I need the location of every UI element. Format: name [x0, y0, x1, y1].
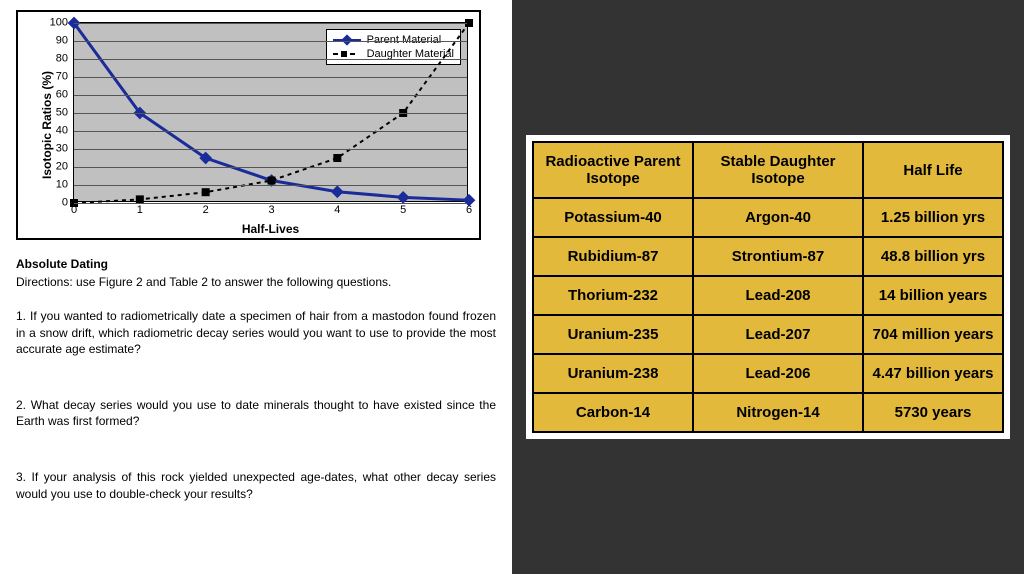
decay-chart: Isotopic Ratios (%) Half-Lives Parent Ma…	[16, 10, 481, 240]
table-cell: Nitrogen-14	[693, 393, 863, 432]
table-cell: Uranium-238	[533, 354, 693, 393]
table-row: Carbon-14Nitrogen-145730 years	[533, 393, 1003, 432]
chart-svg	[74, 23, 467, 201]
table-row: Thorium-232Lead-20814 billion years	[533, 276, 1003, 315]
table-cell: Carbon-14	[533, 393, 693, 432]
table-cell: Lead-208	[693, 276, 863, 315]
table-header: Radioactive Parent Isotope	[533, 142, 693, 198]
section-heading: Absolute Dating	[16, 256, 496, 272]
table-cell: Lead-207	[693, 315, 863, 354]
x-axis-label: Half-Lives	[73, 222, 468, 236]
table-row: Potassium-40Argon-401.25 billion yrs	[533, 198, 1003, 237]
table-cell: 48.8 billion yrs	[863, 237, 1003, 276]
chart-plot-area: Parent Material Daughter Material 010203…	[73, 22, 468, 202]
question-2: 2. What decay series would you use to da…	[16, 397, 496, 429]
table-cell: Thorium-232	[533, 276, 693, 315]
question-1: 1. If you wanted to radiometrically date…	[16, 308, 496, 357]
table-cell: Rubidium-87	[533, 237, 693, 276]
question-3: 3. If your analysis of this rock yielded…	[16, 469, 496, 501]
table-cell: 704 million years	[863, 315, 1003, 354]
table-header: Stable Daughter Isotope	[693, 142, 863, 198]
table-cell: Uranium-235	[533, 315, 693, 354]
table-cell: 4.47 billion years	[863, 354, 1003, 393]
table-row: Rubidium-87Strontium-8748.8 billion yrs	[533, 237, 1003, 276]
table-wrapper: Radioactive Parent IsotopeStable Daughte…	[526, 135, 1010, 439]
right-panel: Radioactive Parent IsotopeStable Daughte…	[512, 0, 1024, 574]
table-cell: Strontium-87	[693, 237, 863, 276]
table-cell: 1.25 billion yrs	[863, 198, 1003, 237]
table-row: Uranium-238Lead-2064.47 billion years	[533, 354, 1003, 393]
table-cell: 5730 years	[863, 393, 1003, 432]
directions: Directions: use Figure 2 and Table 2 to …	[16, 274, 496, 290]
text-block: Absolute Dating Directions: use Figure 2…	[16, 256, 496, 502]
table-header: Half Life	[863, 142, 1003, 198]
left-panel: Isotopic Ratios (%) Half-Lives Parent Ma…	[0, 0, 512, 574]
table-cell: 14 billion years	[863, 276, 1003, 315]
table-cell: Argon-40	[693, 198, 863, 237]
isotope-table: Radioactive Parent IsotopeStable Daughte…	[532, 141, 1004, 433]
table-row: Uranium-235Lead-207704 million years	[533, 315, 1003, 354]
table-cell: Lead-206	[693, 354, 863, 393]
table-cell: Potassium-40	[533, 198, 693, 237]
